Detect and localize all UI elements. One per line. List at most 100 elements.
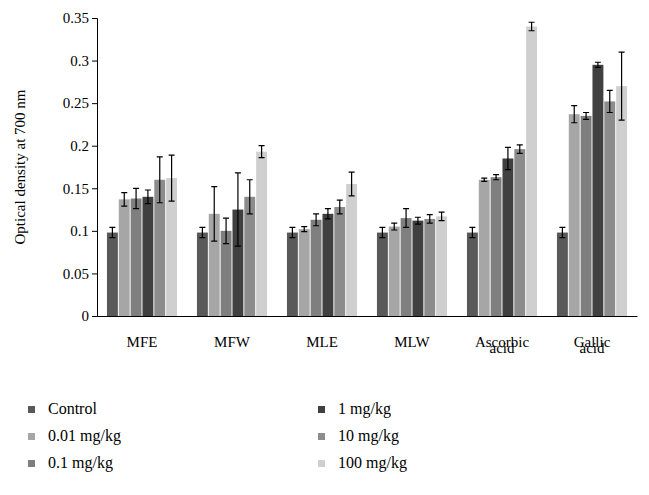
tick-label: 0.2 [70, 138, 89, 154]
bar [526, 27, 537, 316]
bar [604, 101, 615, 316]
bar [557, 233, 568, 316]
error-bar [289, 227, 295, 237]
tick-mark [92, 61, 97, 62]
error-bar [505, 147, 511, 169]
error-bar [223, 218, 229, 244]
tick-label: 0.35 [63, 10, 89, 26]
tick-label: 0.1 [70, 223, 89, 239]
legend-item: 100 mg/kg [318, 454, 407, 472]
bar [592, 65, 603, 316]
tick: MFE [127, 316, 158, 350]
error-bar [517, 145, 523, 154]
error-bar [349, 172, 355, 196]
plot: 00.050.10.150.20.250.30.35MFEMFWMLEMLWAs… [63, 10, 638, 356]
bar [322, 214, 333, 316]
bar [142, 197, 153, 316]
tick: 0 [82, 308, 98, 324]
tick-label: 0.05 [63, 266, 89, 282]
legend-swatch [318, 406, 325, 413]
legend-swatch [28, 460, 35, 467]
tick: Gallicacid [574, 316, 611, 356]
bar [377, 233, 388, 316]
tick-label: Gallicacid [574, 334, 611, 356]
tick: 0.1 [70, 223, 97, 239]
error-bar [469, 227, 475, 237]
axis-title: Optical density at 700 nm [12, 89, 28, 244]
bars [107, 22, 627, 316]
legend-label: 100 mg/kg [338, 454, 407, 472]
tick: 0.25 [63, 95, 97, 111]
bar [346, 184, 357, 316]
axis-line [98, 316, 638, 317]
error-bar [529, 22, 535, 31]
bar [119, 199, 130, 316]
bar [107, 233, 118, 316]
legend-swatch [318, 433, 325, 440]
error-bar [583, 113, 589, 120]
tick-label: Ascorbicacid [475, 334, 529, 356]
chart: 00.050.10.150.20.250.30.35MFEMFWMLEMLWAs… [0, 0, 649, 495]
bar [412, 221, 423, 316]
bar [287, 233, 298, 316]
legend-item: Control [28, 400, 97, 417]
tick-mark [92, 103, 97, 104]
legend-swatch [318, 460, 325, 467]
axis-line [92, 19, 98, 317]
tick-mark [92, 231, 97, 232]
tick-mark [92, 18, 97, 19]
error-bar [619, 52, 625, 120]
bar [514, 149, 525, 316]
error-bar [403, 209, 409, 228]
error-bar [211, 187, 217, 241]
bar [436, 216, 447, 316]
error-bar [325, 209, 331, 219]
legend-item: 1 mg/kg [318, 400, 391, 418]
error-bar [427, 215, 433, 224]
legend-item: 0.01 mg/kg [28, 427, 121, 445]
legend-swatch [28, 406, 35, 413]
error-bar [259, 146, 265, 158]
legend-label: Control [48, 400, 97, 417]
tick: 0.05 [63, 266, 97, 282]
error-bar [133, 188, 139, 208]
legend-item: 10 mg/kg [318, 427, 399, 445]
legend-label: 1 mg/kg [338, 400, 391, 418]
error-bar [199, 227, 205, 237]
error-bar [247, 180, 253, 214]
tick: Ascorbicacid [475, 316, 529, 356]
bar [581, 116, 592, 316]
error-bar [415, 217, 421, 224]
bar [479, 180, 490, 316]
error-bar [157, 157, 163, 203]
error-bar [121, 193, 127, 207]
x-axis: MFEMFWMLEMLWAscorbicacidGallicacid [98, 316, 638, 356]
error-bar [595, 62, 601, 67]
y-axis: 0 0.05 0.1 0.15 0.2 0.25 0.3 0.35 [63, 10, 98, 324]
legend-swatch [28, 433, 35, 440]
error-bar [481, 178, 487, 181]
tick-label: 0.15 [63, 181, 89, 197]
error-bar [493, 175, 499, 180]
error-bar [439, 212, 445, 221]
bar [467, 233, 478, 316]
legend-item: 0.1 mg/kg [28, 454, 113, 472]
error-bar [109, 227, 115, 237]
error-bar [169, 155, 175, 201]
tick-label: MLW [394, 334, 430, 350]
bar [334, 207, 345, 316]
bar [424, 219, 435, 316]
tick-label: MFE [127, 334, 158, 350]
bar [244, 197, 255, 316]
error-bar [313, 214, 319, 226]
bar [401, 218, 412, 316]
error-bar [145, 190, 151, 204]
error-bar [337, 200, 343, 214]
tick: MLE [306, 316, 338, 350]
bar [256, 152, 267, 316]
tick: 0.3 [70, 53, 97, 69]
bar [197, 233, 208, 316]
legend-label: 0.01 mg/kg [48, 427, 121, 445]
bar [502, 158, 513, 316]
tick-label: 0 [82, 308, 90, 324]
